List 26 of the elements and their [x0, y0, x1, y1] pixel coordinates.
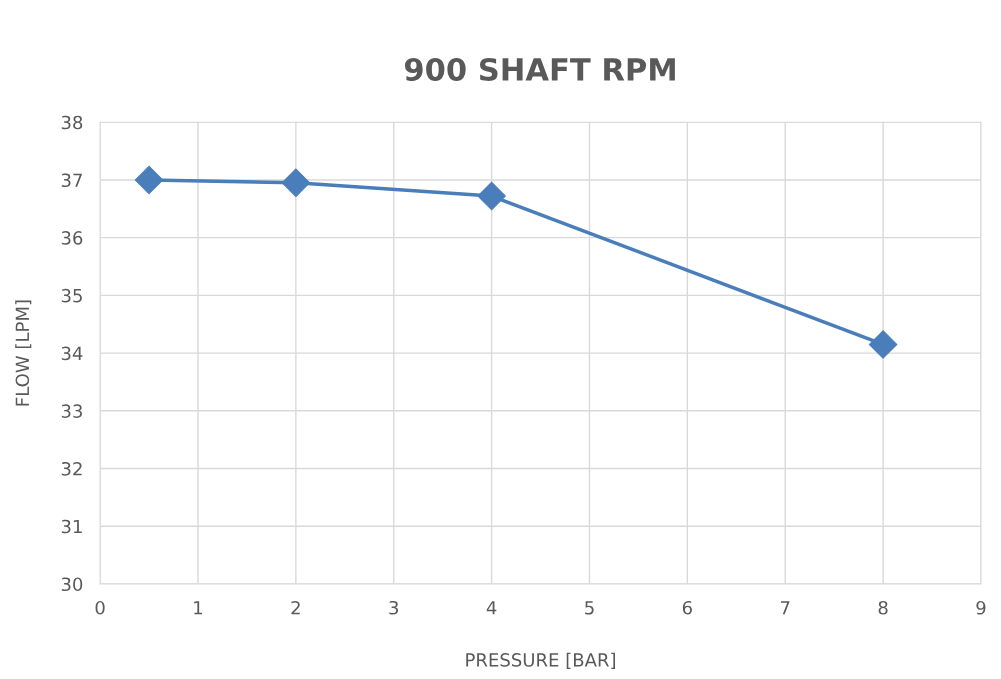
x-tick-label: 4	[486, 601, 497, 615]
y-tick-label: 34	[61, 346, 83, 361]
point	[134, 165, 164, 195]
y-tick-label: 30	[61, 577, 83, 592]
point	[477, 181, 506, 211]
x-tick-label: 7	[780, 601, 790, 615]
x-tick-label: 6	[682, 600, 692, 615]
y-tick-label: 38	[61, 115, 83, 130]
y-axis-title: FLOW [LPM]	[15, 300, 32, 406]
point	[281, 168, 311, 198]
y-tick-label: 36	[61, 231, 83, 245]
y-tick-label: 33	[61, 404, 82, 418]
y-tick-label: 37	[61, 173, 82, 188]
y-tick-label: 32	[61, 461, 82, 476]
x-tick-label: 3	[389, 600, 399, 615]
x-tick-label: 0	[95, 600, 105, 615]
x-tick-label: 2	[291, 600, 300, 615]
point	[868, 330, 898, 359]
x-tick-label: 8	[878, 600, 888, 615]
y-tick-label: 35	[61, 288, 82, 303]
x-axis-title: PRESSURE [BAR]	[466, 652, 616, 669]
x-tick-label: 1	[194, 601, 203, 615]
x-tick-label: 9	[976, 600, 986, 615]
y-tick-label: 31	[61, 519, 82, 534]
x-tick-label: 5	[585, 601, 594, 615]
chart-title: 900 SHAFT RPM	[404, 57, 675, 81]
